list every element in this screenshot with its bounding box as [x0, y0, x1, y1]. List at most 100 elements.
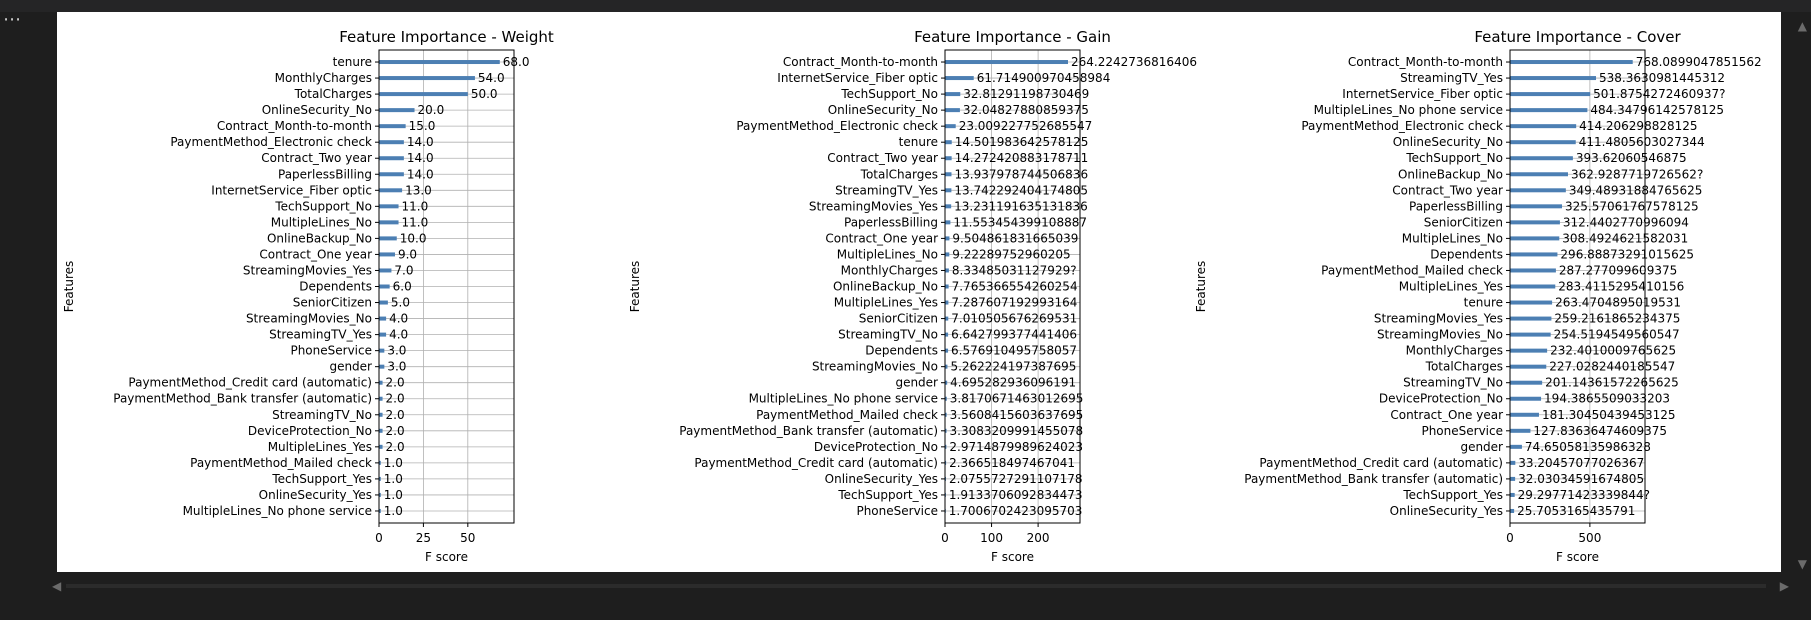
feature-label: DeviceProtection_No [1379, 392, 1503, 406]
feature-label: PaperlessBilling [1409, 199, 1503, 213]
feature-label: MultipleLines_No [837, 247, 938, 261]
feature-label: MonthlyCharges [841, 263, 938, 277]
bar [379, 396, 383, 401]
bar [1510, 348, 1548, 353]
value-label: 25.7053165435791 [1517, 504, 1635, 518]
bar [1510, 492, 1515, 497]
feature-label: StreamingMovies_Yes [243, 263, 372, 277]
scroll-up-icon[interactable]: ▲ [1797, 19, 1807, 33]
feature-label: TechSupport_Yes [837, 488, 938, 502]
value-label: 68.0 [503, 55, 530, 69]
value-label: 501.8754272460937? [1593, 87, 1725, 101]
bar [945, 412, 947, 417]
bar [379, 364, 385, 369]
feature-label: PaperlessBilling [844, 215, 938, 229]
feature-label: StreamingTV_Yes [269, 328, 372, 342]
x-tick-label: 25 [416, 531, 431, 545]
value-label: 181.30450439453125 [1542, 408, 1676, 422]
value-label: 32.81291198730469 [963, 87, 1089, 101]
value-label: 9.22289752960205 [952, 247, 1070, 261]
bar [379, 124, 406, 129]
scroll-right-icon[interactable]: ▶ [1779, 579, 1789, 593]
feature-label: StreamingTV_No [1403, 376, 1503, 390]
bar [945, 380, 948, 385]
value-label: 3.0 [387, 344, 406, 358]
feature-label: StreamingMovies_No [246, 312, 372, 326]
output-menu-icon[interactable]: ⋯ [3, 9, 21, 30]
scroll-down-icon[interactable]: ▼ [1797, 557, 1807, 571]
bar [379, 284, 390, 289]
value-label: 20.0 [418, 103, 445, 117]
chart-panel-3: Contract_Month-to-month 768.0899047851562… [1194, 28, 1762, 564]
bar [379, 76, 475, 81]
value-label: 3.0 [387, 360, 406, 374]
value-label: 362.9287719726562? [1571, 167, 1703, 181]
feature-label: StreamingTV_No [272, 408, 372, 422]
bar [1510, 76, 1597, 81]
feature-label: OnlineBackup_No [267, 231, 372, 245]
value-label: 9.504861831665039 [952, 231, 1078, 245]
value-label: 2.0 [386, 392, 405, 406]
feature-label: DeviceProtection_No [248, 424, 372, 438]
value-label: 10.0 [400, 231, 427, 245]
bar [1510, 508, 1515, 513]
feature-label: PaymentMethod_Electronic check [170, 135, 372, 149]
feature-label: InternetService_Fiber optic [1342, 87, 1503, 101]
bar [945, 364, 948, 369]
value-label: 127.83636474609375 [1533, 424, 1667, 438]
feature-label: PhoneService [290, 344, 372, 358]
feature-label: TechSupport_No [274, 199, 372, 213]
feature-label: SeniorCitizen [293, 296, 372, 310]
value-label: 1.0 [384, 472, 403, 486]
bar [379, 380, 383, 385]
bar [379, 460, 381, 465]
bar [945, 348, 949, 353]
bar [1510, 268, 1556, 273]
value-label: 7.765366554260254 [952, 280, 1078, 294]
bar [379, 220, 399, 225]
value-label: 1.9133706092834473 [949, 488, 1083, 502]
feature-label: PaperlessBilling [278, 167, 372, 181]
bar [379, 412, 383, 417]
y-axis-label: Features [628, 261, 642, 313]
bar [379, 316, 387, 321]
value-label: 4.0 [389, 328, 408, 342]
value-label: 2.0755727291107178 [949, 472, 1083, 486]
bar [945, 300, 949, 305]
bar [1510, 236, 1560, 241]
feature-label: OnlineSecurity_Yes [1390, 504, 1503, 518]
bar [1510, 252, 1558, 257]
feature-label: PaymentMethod_Credit card (automatic) [1259, 456, 1503, 470]
scroll-left-icon[interactable]: ◀ [52, 579, 62, 593]
value-label: 3.3083209991455078 [950, 424, 1084, 438]
feature-label: OnlineSecurity_Yes [825, 472, 938, 486]
x-tick-label: 50 [460, 531, 475, 545]
value-label: 11.0 [402, 215, 429, 229]
feature-label: PaymentMethod_Credit card (automatic) [128, 376, 372, 390]
value-label: 296.88873291015625 [1560, 247, 1694, 261]
bar [1510, 476, 1516, 481]
value-label: 5.262224197387695 [950, 360, 1076, 374]
feature-label: PaymentMethod_Mailed check [1321, 263, 1503, 277]
feature-label: MultipleLines_Yes [834, 296, 938, 310]
bar [379, 332, 387, 337]
x-tick-label: 0 [375, 531, 383, 545]
feature-label: StreamingTV_No [838, 328, 938, 342]
value-label: 6.576910495758057 [951, 344, 1077, 358]
bar [1510, 428, 1531, 433]
feature-label: Contract_One year [259, 247, 372, 261]
feature-label: TotalCharges [1425, 360, 1503, 374]
feature-label: SeniorCitizen [859, 312, 938, 326]
bar [945, 76, 974, 81]
horizontal-scrollbar[interactable] [66, 584, 1766, 588]
value-label: 1.0 [384, 504, 403, 518]
feature-label: OnlineBackup_No [833, 280, 938, 294]
value-label: 1.0 [384, 456, 403, 470]
value-label: 411.4805603027344 [1579, 135, 1705, 149]
x-tick-label: 0 [941, 531, 949, 545]
value-label: 11.553454399108887 [953, 215, 1087, 229]
feature-label: SeniorCitizen [1424, 215, 1503, 229]
bar [1510, 316, 1552, 321]
x-axis-label: F score [1556, 550, 1599, 564]
feature-label: TotalCharges [294, 87, 372, 101]
